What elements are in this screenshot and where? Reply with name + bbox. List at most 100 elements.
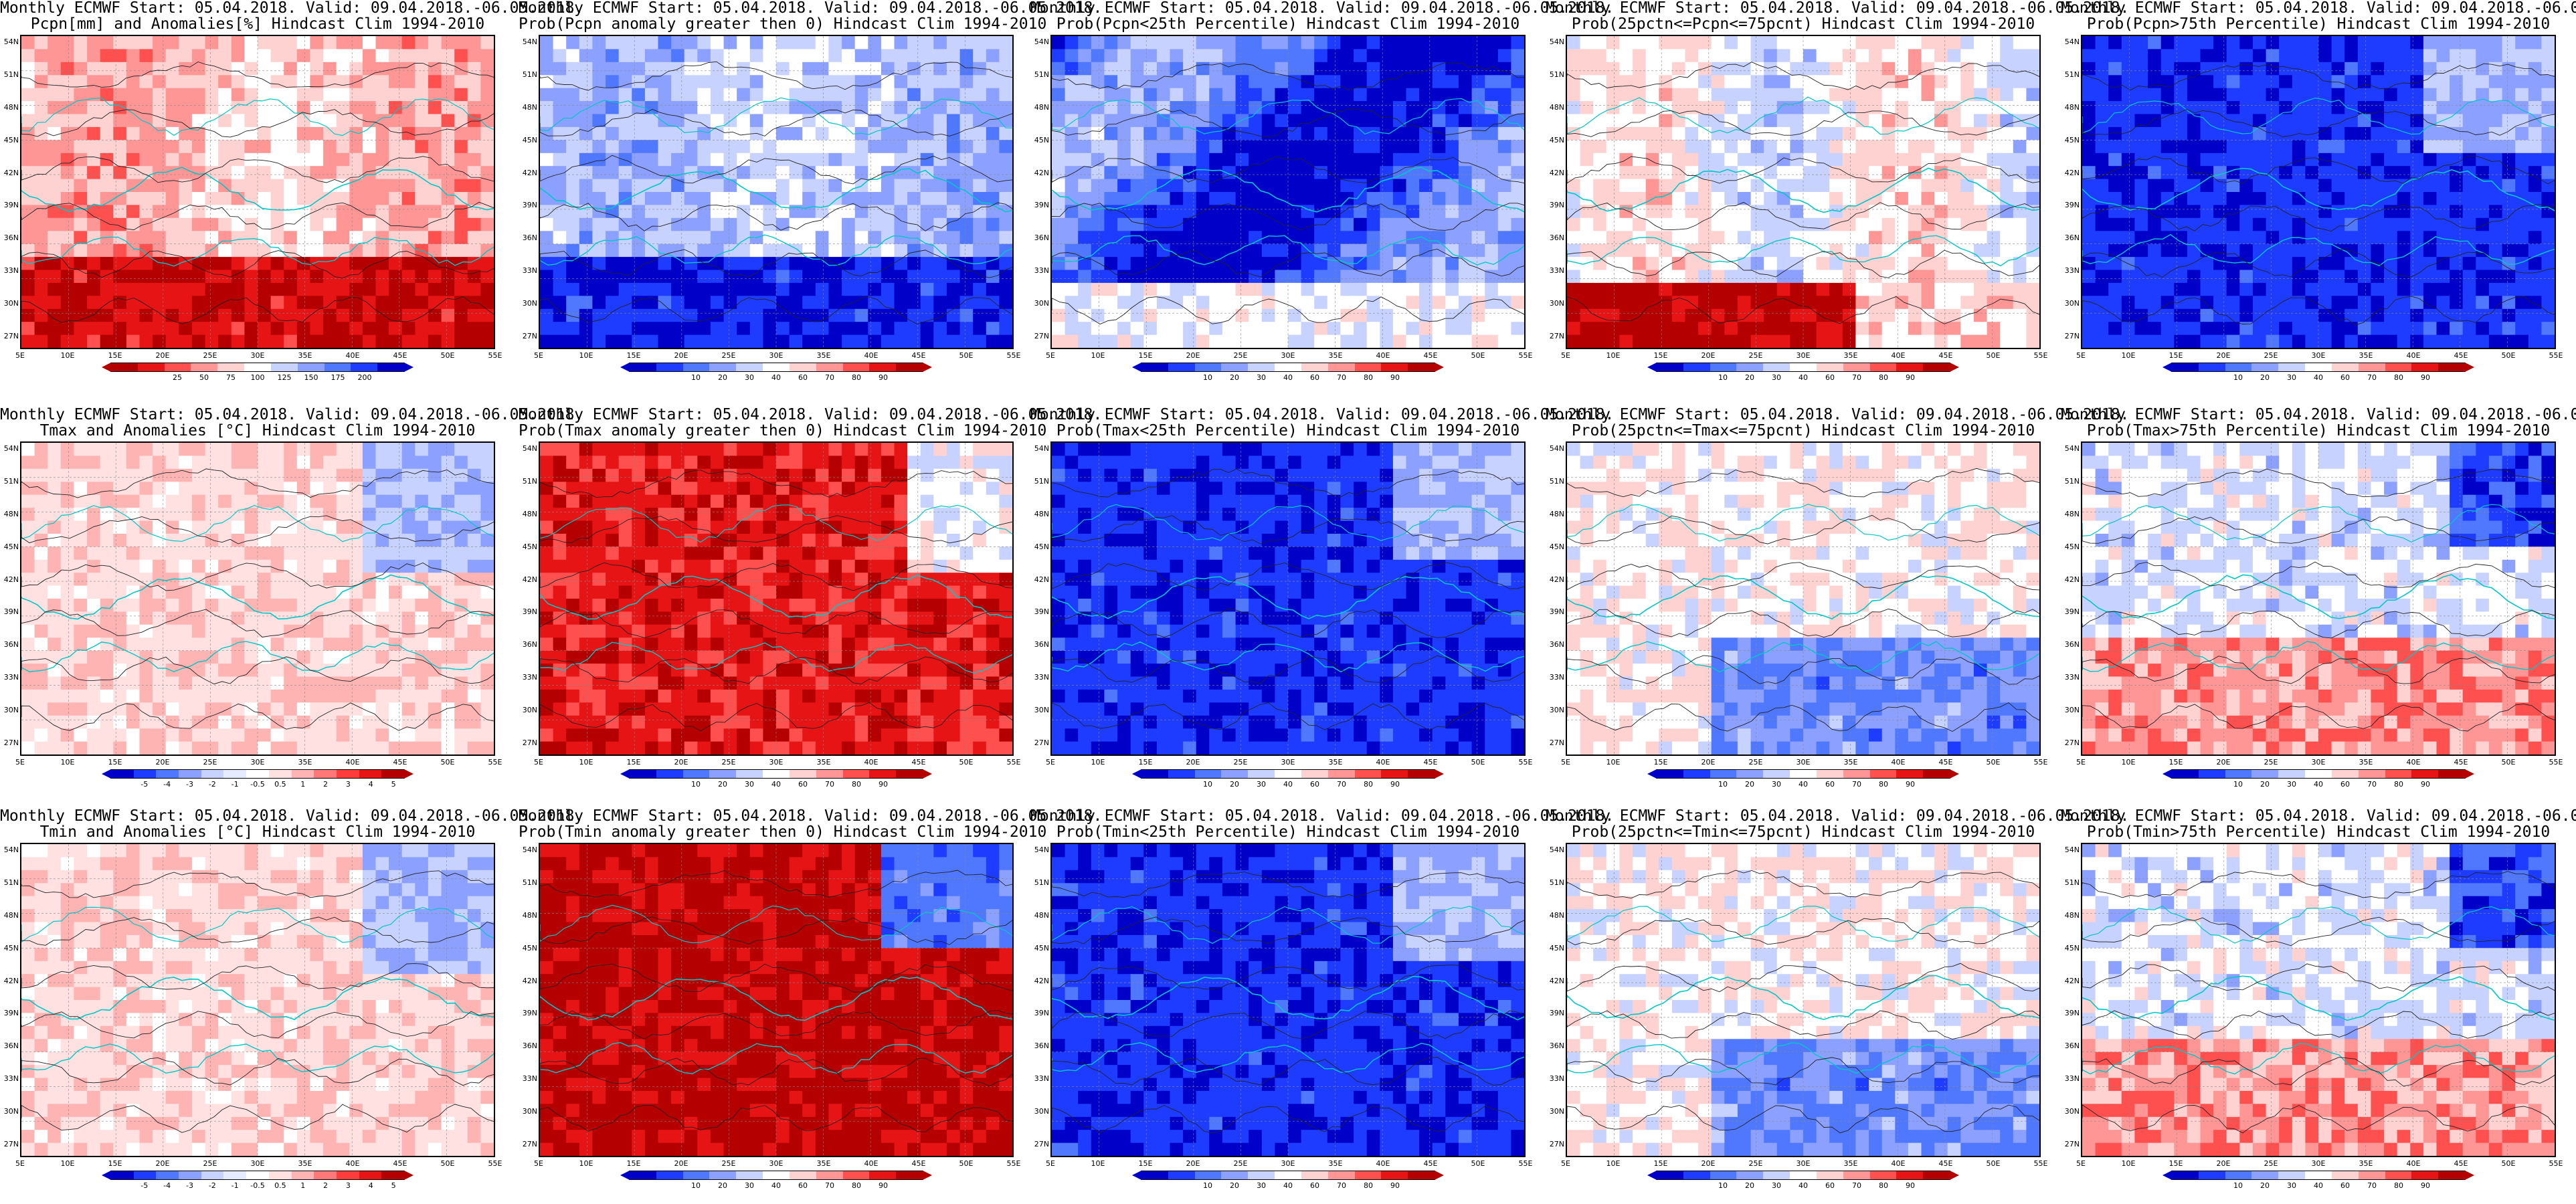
colorbar-label: 4 — [368, 1181, 373, 1190]
latitude-label: 42N — [1549, 168, 1564, 177]
map-panel-r1c3: Monthly ECMWF Start: 05.04.2018. Valid: … — [1030, 0, 1614, 395]
colorbar-segment — [1141, 770, 1168, 778]
latitude-label: 45N — [522, 542, 537, 551]
latitude-label: 30N — [522, 299, 537, 308]
colorbar-label: 60 — [1310, 780, 1319, 789]
longitude-label: 5E — [1046, 758, 1055, 767]
colorbar-arrow-left — [1647, 363, 1657, 372]
panel-subtitle: Prob(25pctn<=Tmin<=75pcnt) Hindcast Clim… — [1571, 823, 2035, 841]
colorbar-label: 20 — [1745, 1181, 1754, 1190]
panel-title: Monthly ECMWF Start: 05.04.2018. Valid: … — [1546, 807, 2130, 825]
colorbar-segment — [1354, 1171, 1382, 1179]
colorbar-segment — [1221, 770, 1249, 778]
colorbar-label: 60 — [1825, 780, 1835, 789]
latitude-label: 42N — [2064, 168, 2080, 177]
colorbar-label: 25 — [173, 373, 182, 382]
colorbar-segment — [709, 1171, 737, 1179]
longitude-label: 40E — [864, 758, 879, 767]
colorbar-segment — [201, 1171, 224, 1179]
longitude-label: 55E — [488, 758, 502, 767]
colorbar-segment — [133, 1171, 157, 1179]
panel-subtitle: Prob(Tmax anomaly greater then 0) Hindca… — [519, 422, 1047, 439]
colorbar-label: 80 — [1879, 1181, 1888, 1190]
longitude-label: 30E — [769, 1159, 784, 1168]
colorbar-segment — [2251, 770, 2279, 778]
latitude-label: 45N — [1034, 943, 1049, 952]
longitude-label: 45E — [911, 758, 926, 767]
latitude-label: 27N — [522, 738, 537, 747]
map-panel-r3c3: Monthly ECMWF Start: 05.04.2018. Valid: … — [1030, 808, 1614, 1203]
colorbar-label: 90 — [2421, 780, 2430, 789]
colorbar-label: 70 — [2367, 373, 2377, 382]
colorbar-segment — [1896, 363, 1924, 371]
colorbar-label: 60 — [798, 1181, 808, 1190]
colorbar-label: 2 — [323, 780, 329, 789]
colorbar-label: 70 — [825, 373, 834, 382]
longitude-label: 55E — [488, 351, 502, 360]
colorbar-arrow-right — [1950, 769, 1959, 779]
colorbar-label: -3 — [185, 780, 193, 789]
colorbar-segment — [842, 363, 870, 371]
latitude-label: 48N — [1549, 509, 1564, 518]
colorbar-label: 0.5 — [274, 780, 286, 789]
colorbar-label: 40 — [2314, 373, 2323, 382]
latitude-label: 48N — [1034, 509, 1049, 518]
colorbar — [102, 1171, 413, 1180]
longitude-label: 55E — [488, 1159, 502, 1168]
latitude-label: 51N — [2064, 70, 2080, 79]
latitude-label: 30N — [3, 299, 19, 308]
longitude-label: 40E — [1891, 1159, 1906, 1168]
colorbar-segment — [1923, 770, 1950, 778]
panel-subtitle: Prob(Pcpn anomaly greater then 0) Hindca… — [519, 15, 1047, 33]
latitude-label: 36N — [522, 640, 537, 649]
colorbar-label: 10 — [2233, 373, 2243, 382]
colorbar-label: 10 — [1203, 373, 1212, 382]
colorbar-label: 60 — [798, 373, 808, 382]
colorbar-arrow-left — [620, 363, 630, 372]
latitude-label: 36N — [1034, 233, 1049, 243]
colorbar-segment — [1275, 1171, 1301, 1179]
longitude-label: 35E — [298, 1159, 312, 1168]
colorbar-label: -0.5 — [250, 1181, 265, 1190]
colorbar-segment — [1381, 770, 1408, 778]
longitude-label: 50E — [2501, 758, 2516, 767]
panel-subtitle: Prob(Tmin<25th Percentile) Hindcast Clim… — [1056, 823, 1520, 841]
colorbar-arrow-left — [102, 363, 111, 372]
colorbar-label: 10 — [1718, 780, 1728, 789]
longitude-label: 30E — [1796, 1159, 1811, 1168]
longitude-label: 20E — [674, 351, 688, 360]
longitude-label: 5E — [1561, 1159, 1570, 1168]
colorbar-segment — [763, 770, 790, 778]
latitude-label: 33N — [1034, 673, 1049, 682]
longitude-label: 35E — [1843, 351, 1858, 360]
colorbar-segment — [2385, 770, 2412, 778]
colorbar-segment — [682, 363, 710, 371]
colorbar-segment — [630, 363, 656, 371]
map-panel-r1c2: Monthly ECMWF Start: 05.04.2018. Valid: … — [519, 0, 1102, 395]
latitude-label: 45N — [1549, 542, 1564, 551]
colorbar-label: 30 — [745, 780, 754, 789]
colorbar-label: 40 — [1799, 780, 1808, 789]
colorbar-label: 60 — [1310, 1181, 1319, 1190]
longitude-label: 50E — [1986, 758, 2001, 767]
colorbar-label: 200 — [357, 373, 372, 382]
colorbar-segment — [1683, 1171, 1710, 1179]
longitude-label: 5E — [2076, 1159, 2086, 1168]
colorbar — [1132, 769, 1444, 779]
panel-subtitle: Prob(Pcpn>75th Percentile) Hindcast Clim… — [2086, 15, 2551, 33]
colorbar-segment — [191, 363, 218, 371]
colorbar-label: 3 — [345, 1181, 351, 1190]
longitude-label: 35E — [298, 351, 312, 360]
colorbar-label: 3 — [345, 780, 351, 789]
colorbar-segment — [1896, 1171, 1924, 1179]
colorbar-segment — [1869, 770, 1897, 778]
colorbar-segment — [2251, 363, 2279, 371]
longitude-label: 55E — [1518, 1159, 1533, 1168]
colorbar-label: 80 — [2394, 1181, 2403, 1190]
colorbar-segment — [246, 770, 269, 778]
colorbar-segment — [1816, 1171, 1843, 1179]
colorbar-label: 5 — [391, 1181, 396, 1190]
colorbar-segment — [111, 363, 138, 371]
colorbar-segment — [1327, 363, 1355, 371]
longitude-label: 50E — [1471, 1159, 1485, 1168]
